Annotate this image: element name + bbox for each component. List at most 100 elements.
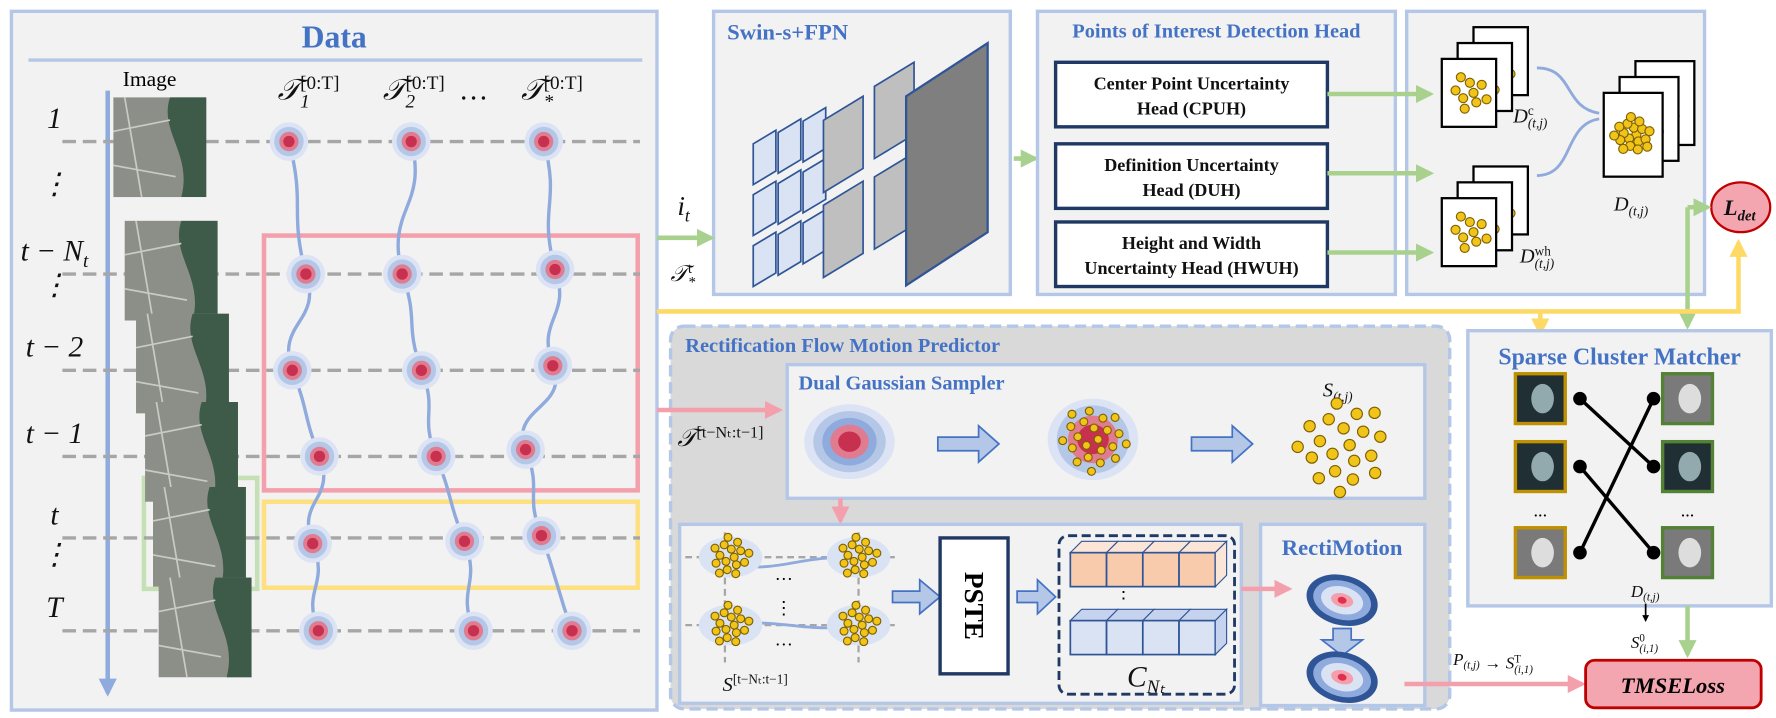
math-sub: (t,j) (1643, 592, 1660, 604)
tensor-cell (1214, 539, 1228, 588)
river (190, 313, 229, 414)
ellipsis: … (775, 564, 793, 584)
panel-title: Swin-s+FPN (727, 20, 849, 45)
block-arrow (1319, 627, 1365, 657)
context-label: CNₜ (1127, 661, 1165, 698)
gaussian (415, 364, 428, 376)
state-label: S0 (i,1) (1631, 633, 1658, 655)
math-sup: [t−Nₜ:t−1] (733, 672, 788, 687)
tensor-cell (1105, 619, 1144, 656)
point (847, 540, 857, 550)
point (729, 552, 739, 562)
math-sub: Nₜ (1146, 677, 1166, 698)
math-sub: t (83, 251, 89, 272)
point (1083, 452, 1093, 462)
match-node (1646, 391, 1661, 406)
point (1312, 471, 1326, 485)
point (1084, 406, 1094, 416)
gaussian (286, 364, 298, 376)
roads (113, 97, 176, 198)
pste-label: PSTE (959, 572, 989, 640)
gaussian (547, 360, 559, 372)
point (1326, 447, 1339, 461)
point (731, 560, 741, 570)
point (843, 550, 853, 560)
math-sup: 0 (1639, 633, 1645, 645)
point (740, 625, 750, 635)
tensor-cell (1141, 551, 1180, 588)
row-label: 1 (47, 103, 62, 135)
point (842, 568, 852, 578)
roads (124, 220, 188, 321)
point (1468, 227, 1479, 238)
point (861, 537, 871, 547)
point (1459, 242, 1470, 254)
point (843, 618, 853, 628)
gaussian (312, 625, 325, 637)
feature-map (752, 230, 777, 289)
tensor-cell (1069, 551, 1108, 588)
point (1468, 87, 1479, 98)
point (1093, 434, 1103, 444)
gaussian (396, 268, 408, 280)
math-sub: det (1738, 208, 1757, 224)
point (839, 626, 849, 636)
point (1067, 443, 1077, 453)
panel-title: Rectification Flow Motion Predictor (685, 335, 1000, 357)
trajectory-label: 𝒯[0:T] 2 (383, 73, 445, 112)
merged-label: D(t,j) (1613, 194, 1648, 219)
point (722, 565, 732, 575)
point (1471, 97, 1482, 108)
point (854, 544, 864, 554)
panel-title: Points of Interest Detection Head (1072, 20, 1361, 42)
math-sup: T (1514, 654, 1521, 666)
diagram: Data Image Swin-s+FPN Points of Interest… (9, 9, 1774, 712)
point (740, 557, 750, 567)
point (859, 569, 869, 579)
patch-blob (1678, 383, 1702, 414)
point (1343, 438, 1356, 452)
math-sub: 2 (405, 91, 415, 112)
ellipsis: … (775, 630, 793, 650)
math-base: t − N (21, 235, 85, 267)
match-node (1646, 459, 1661, 474)
gaussian (300, 268, 312, 280)
tensor-cell (1214, 607, 1228, 656)
row-label: T (46, 592, 65, 624)
point (864, 614, 874, 624)
math-sub: (t,j) (1463, 660, 1480, 672)
point (861, 605, 871, 615)
point (715, 550, 725, 560)
math-sup: [t−Nₜ:t−1] (696, 423, 763, 441)
point (1481, 94, 1492, 105)
math-sub: (t,j) (1535, 256, 1555, 271)
point (723, 600, 733, 610)
trajectory-label: … (461, 75, 487, 107)
box-title: Dual Gaussian Sampler (799, 373, 1005, 395)
feature-map (822, 94, 864, 195)
point (857, 552, 867, 562)
feature-map (752, 128, 777, 187)
math-base: C (1127, 661, 1147, 693)
math-sup: t (688, 261, 692, 277)
head-box (1053, 220, 1330, 289)
point (731, 637, 741, 647)
point (872, 548, 882, 558)
point (1356, 425, 1370, 438)
trajectory-label: 𝒯[0:T] * (521, 73, 583, 112)
ellipsis: ... (1681, 500, 1695, 520)
size-label: Dwh (t,j) (1519, 243, 1554, 271)
point (849, 556, 859, 566)
point (736, 546, 746, 556)
point (1079, 417, 1089, 427)
math-sub: (t,j) (1528, 116, 1547, 131)
patch-blob (1531, 383, 1554, 414)
point (1625, 111, 1636, 123)
gaussian (313, 450, 326, 463)
point (731, 628, 741, 638)
point (1464, 216, 1475, 228)
math-base: D (1613, 194, 1629, 216)
pste-box (938, 536, 1010, 676)
math-sub: (i,1) (1639, 643, 1658, 655)
